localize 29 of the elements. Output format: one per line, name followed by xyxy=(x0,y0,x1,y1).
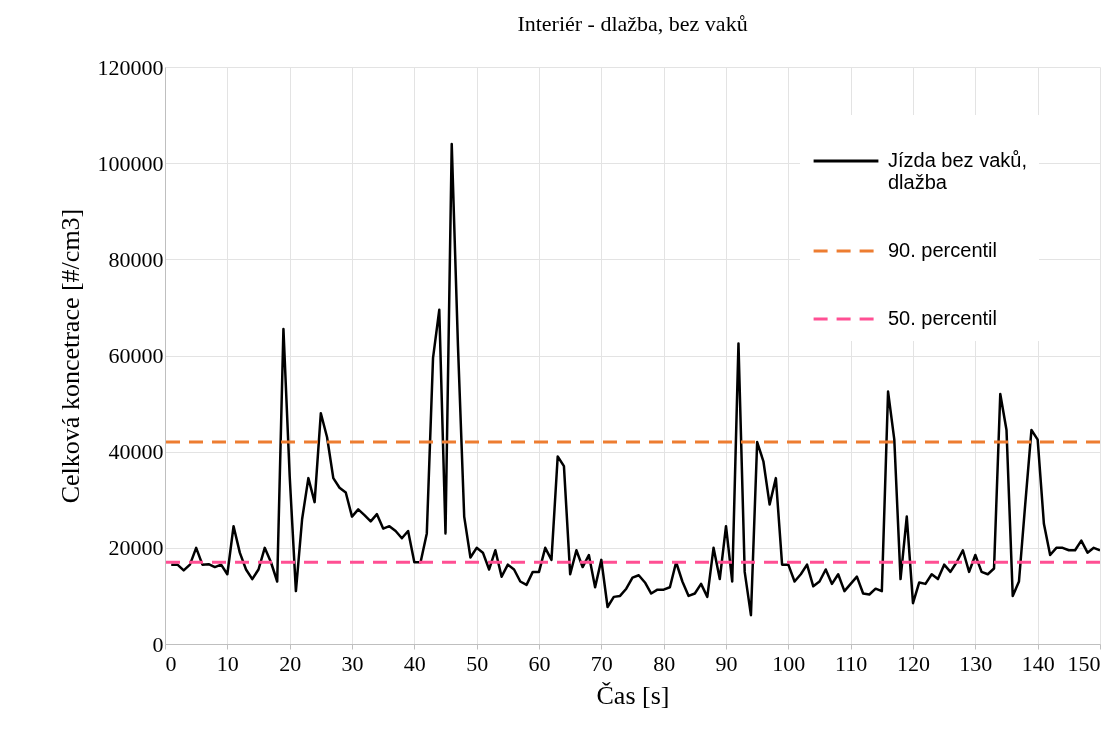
x-tick-label: 20 xyxy=(279,650,302,676)
x-tick-label: 70 xyxy=(590,650,613,676)
x-tick-label: 80 xyxy=(653,650,676,676)
legend-label: 50. percentil xyxy=(888,307,997,329)
x-tick-label: 150 xyxy=(1067,650,1101,676)
y-tick-label: 100000 xyxy=(97,150,164,176)
x-tick-label: 130 xyxy=(959,650,993,676)
x-axis-title: Čas [s] xyxy=(596,680,670,710)
y-tick-label: 80000 xyxy=(108,246,164,272)
y-tick-label: 0 xyxy=(152,631,164,657)
x-tick-label: 120 xyxy=(897,650,930,676)
x-tick-label: 30 xyxy=(341,650,364,676)
x-tick-label: 40 xyxy=(403,650,426,676)
y-tick-label: 20000 xyxy=(108,535,164,561)
x-tick-label: 50 xyxy=(466,650,489,676)
x-tick-label: 90 xyxy=(715,650,738,676)
y-tick-label: 60000 xyxy=(108,343,164,368)
line-series xyxy=(169,142,1100,617)
legend-label: Jízda bez vaků, dlažba xyxy=(888,149,1027,193)
legend-label: 90. percentil xyxy=(888,239,997,261)
x-tick-label: 140 xyxy=(1021,650,1055,676)
x-tick-label: 100 xyxy=(772,650,806,676)
y-tick-label: 40000 xyxy=(108,439,164,465)
y-axis-title: Celková koncetrace [#/cm3] xyxy=(55,208,85,504)
x-tick-label: 10 xyxy=(216,650,239,676)
y-tick-label: 120000 xyxy=(97,54,164,80)
chart-title: Interiér - dlažba, bez vaků xyxy=(517,11,748,36)
x-tick-label: 60 xyxy=(528,650,551,676)
x-tick-label: 110 xyxy=(835,650,868,676)
